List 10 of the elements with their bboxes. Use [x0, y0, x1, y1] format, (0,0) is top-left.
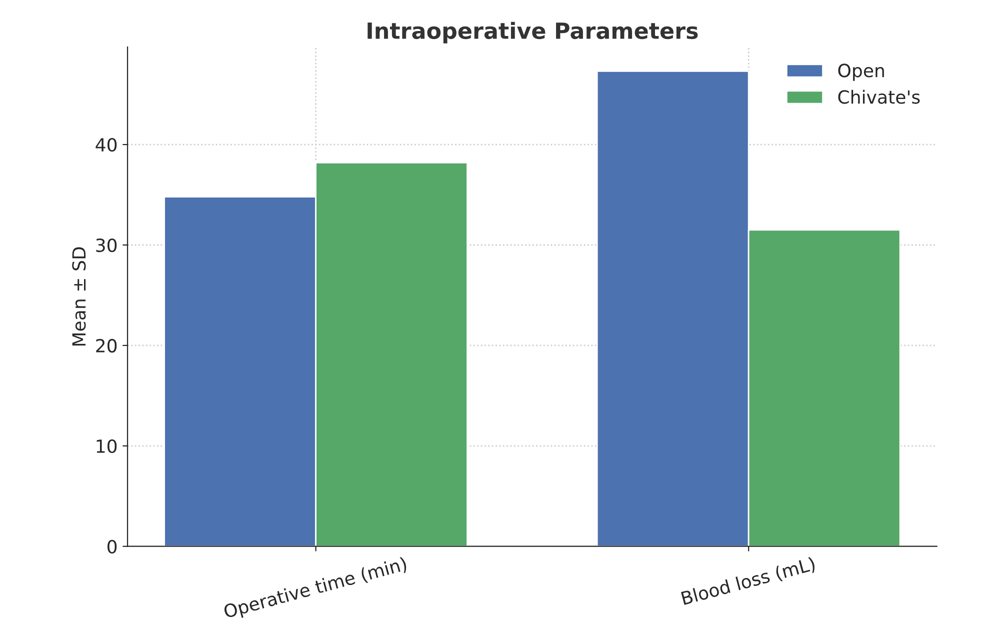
chart-title: Intraoperative Parameters — [368, 22, 698, 44]
legend-label: Open — [838, 64, 884, 81]
y-tick-label: 40 — [96, 138, 117, 152]
legend-label: Chivate's — [838, 90, 920, 104]
y-tick-label: 0 — [108, 540, 117, 554]
y-axis-title: Mean ± SD — [72, 247, 86, 346]
y-tick-label: 10 — [96, 439, 117, 454]
x-tick-label: Blood loss (mL) — [680, 556, 816, 608]
y-tick-label: 20 — [96, 338, 117, 353]
y-tick-label: 30 — [96, 238, 117, 252]
